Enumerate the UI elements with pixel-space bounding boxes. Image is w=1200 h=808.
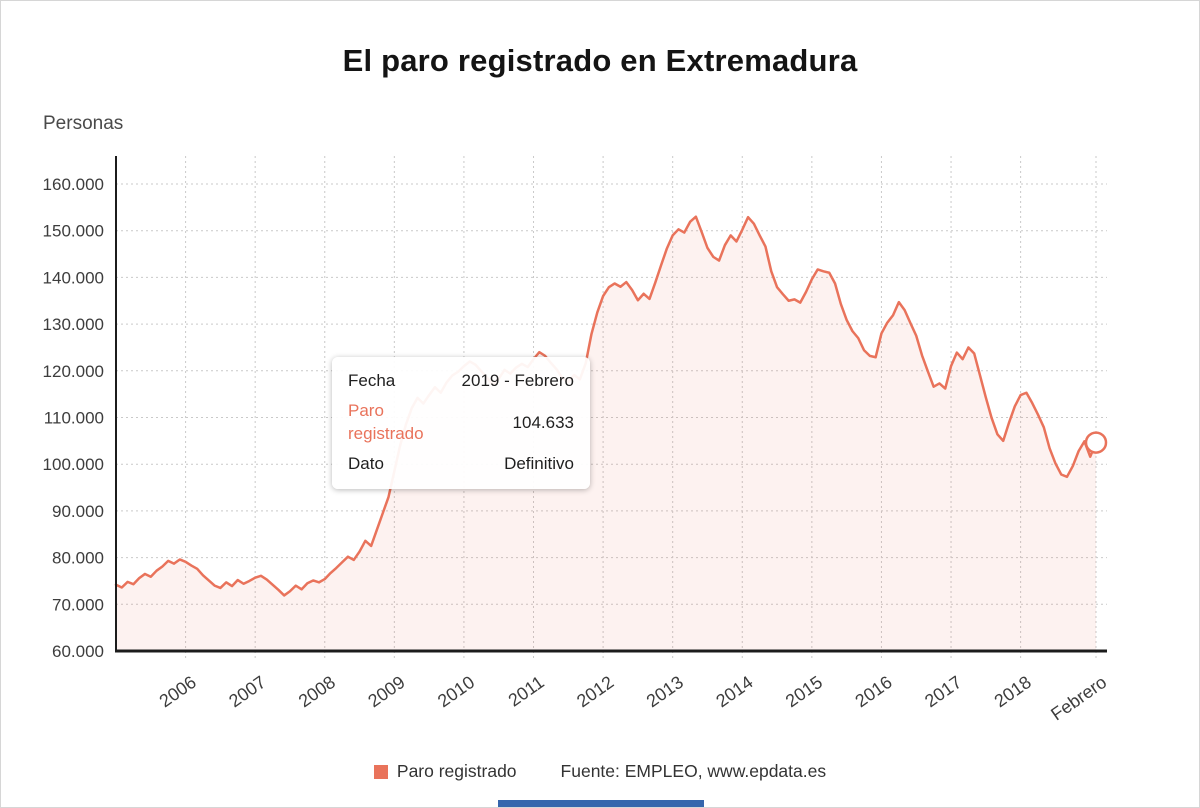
x-tick-label: 2008 <box>295 672 339 711</box>
chart-footer: Paro registrado Fuente: EMPLEO, www.epda… <box>1 761 1199 782</box>
x-tick-label: 2012 <box>573 672 617 711</box>
tooltip-row-paro: Paro registrado 104.633 <box>348 400 574 446</box>
series-line <box>114 215 1098 597</box>
x-tick-label: 2013 <box>643 672 687 711</box>
tooltip-label-paro: Paro registrado <box>348 400 424 443</box>
x-tick-label: 2010 <box>434 672 478 711</box>
y-tick-label: 160.000 <box>43 175 104 194</box>
y-tick-label: 70.000 <box>52 595 104 614</box>
tooltip-label-dato: Dato <box>348 453 384 473</box>
current-point-marker[interactable] <box>1084 431 1108 454</box>
legend-item-paro-registrado[interactable]: Paro registrado <box>373 761 517 782</box>
tooltip-row-fecha: Fecha 2019 - Febrero <box>348 370 574 393</box>
tooltip-value-fecha: 2019 - Febrero <box>461 371 574 391</box>
x-tick-label: 2009 <box>364 672 408 711</box>
chart-tooltip: Fecha 2019 - Febrero Paro registrado 104… <box>332 357 590 489</box>
y-tick-label: 120.000 <box>43 362 104 381</box>
x-tick-label: 2017 <box>921 672 965 711</box>
series-area-fill <box>116 216 1096 651</box>
y-tick-label: 60.000 <box>52 642 104 661</box>
tooltip-label-fecha: Fecha <box>348 371 396 390</box>
tooltip-row-dato: Dato Definitivo <box>348 453 574 476</box>
y-tick-label: 100.000 <box>43 455 104 474</box>
source-text: Fuente: EMPLEO, www.epdata.es <box>560 761 827 781</box>
unemployment-line-chart[interactable]: 60.000 70.000 80.000 90.000 100.000 110.000 12… <box>1 1 1200 749</box>
y-tick-label: 90.000 <box>52 502 104 521</box>
x-tick-label: 2016 <box>851 672 895 711</box>
x-tick-label: 2014 <box>712 672 756 711</box>
x-tick-label: 2006 <box>156 672 200 711</box>
x-tick-label: Febrero <box>1047 672 1110 725</box>
tooltip-value-paro: 104.633 <box>512 412 574 432</box>
y-tick-label: 110.000 <box>44 409 104 428</box>
x-tick-label: 2018 <box>991 672 1035 711</box>
x-tick-label: 2007 <box>225 672 269 711</box>
y-tick-label: 150.000 <box>43 222 104 241</box>
tooltip-value-dato: Definitivo <box>504 454 574 474</box>
x-tick-label: 2015 <box>782 672 826 711</box>
y-tick-label: 130.000 <box>43 315 104 334</box>
chart-title: El paro registrado en Extremadura <box>342 43 858 78</box>
epdata-brand-bar <box>498 800 704 807</box>
y-axis-title: Personas <box>43 113 124 134</box>
y-tick-label: 80.000 <box>52 549 104 568</box>
legend-swatch-icon <box>373 764 388 779</box>
y-tick-label: 140.000 <box>43 268 104 287</box>
x-tick-label: 2011 <box>505 672 548 711</box>
legend-label: Paro registrado <box>396 761 517 781</box>
